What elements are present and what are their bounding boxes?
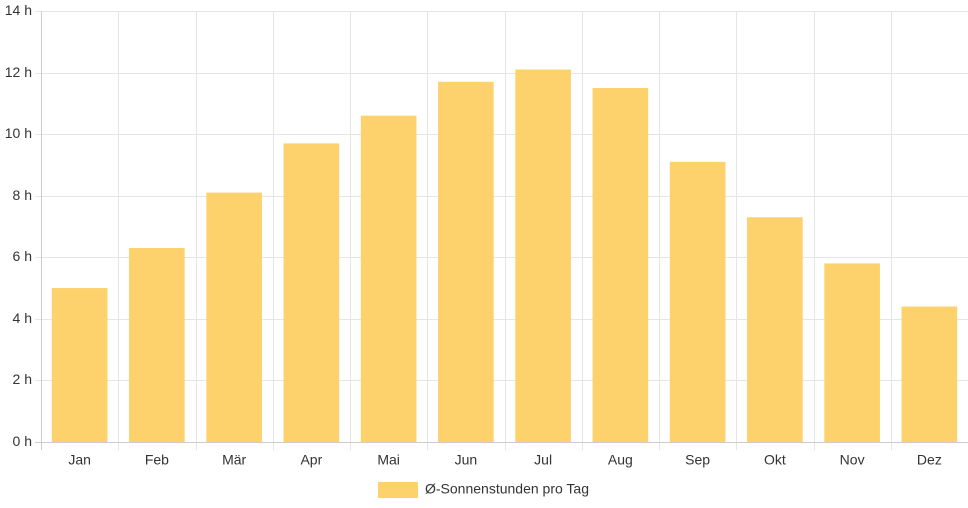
legend-swatch — [378, 482, 418, 498]
x-tick-label: Apr — [300, 452, 322, 468]
x-tick-label: Aug — [608, 452, 633, 468]
bar-jun[interactable] — [438, 81, 494, 443]
bar-apr[interactable] — [283, 143, 340, 442]
y-tick-label: 4 h — [13, 310, 32, 326]
y-tick-label: 8 h — [13, 187, 32, 203]
axes — [41, 11, 968, 443]
x-tick-label: Nov — [840, 452, 865, 468]
bar-mai[interactable] — [360, 115, 417, 443]
bar-nov[interactable] — [824, 263, 880, 442]
bar-okt[interactable] — [747, 217, 803, 442]
legend-label: Ø-Sonnenstunden pro Tag — [425, 481, 589, 497]
y-tick-label: 2 h — [13, 371, 32, 387]
bar-dez[interactable] — [901, 306, 958, 442]
bar-sep[interactable] — [669, 161, 726, 442]
y-tick-label: 0 h — [13, 433, 32, 449]
bar-mär[interactable] — [206, 192, 262, 442]
bar-jan[interactable] — [51, 288, 108, 442]
bar-feb[interactable] — [129, 248, 185, 442]
grid-lines — [35, 11, 968, 450]
x-tick-label: Mai — [377, 452, 400, 468]
x-tick-label: Jun — [455, 452, 478, 468]
x-tick-label: Feb — [145, 452, 169, 468]
x-tick-label: Sep — [685, 452, 710, 468]
bar-series — [51, 69, 958, 443]
x-tick-label: Jul — [534, 452, 552, 468]
y-tick-label: 10 h — [5, 125, 32, 141]
x-axis-labels: Jan Feb Mär Apr Mai Jun Jul Aug Sep Okt Nov Dez — [68, 452, 941, 468]
y-tick-label: 6 h — [13, 248, 32, 264]
bar-aug[interactable] — [592, 87, 649, 442]
x-tick-label: Dez — [917, 452, 942, 468]
x-tick-label: Okt — [764, 452, 786, 468]
y-tick-label: 14 h — [5, 2, 32, 18]
y-tick-label: 12 h — [5, 64, 32, 80]
bar-jul[interactable] — [515, 69, 571, 442]
x-tick-label: Mär — [222, 452, 246, 468]
x-tick-label: Jan — [68, 452, 91, 468]
y-axis-labels: 0 h 2 h 4 h 6 h 8 h 10 h 12 h 14 h — [5, 2, 32, 449]
legend[interactable]: Ø-Sonnenstunden pro Tag — [378, 481, 589, 498]
